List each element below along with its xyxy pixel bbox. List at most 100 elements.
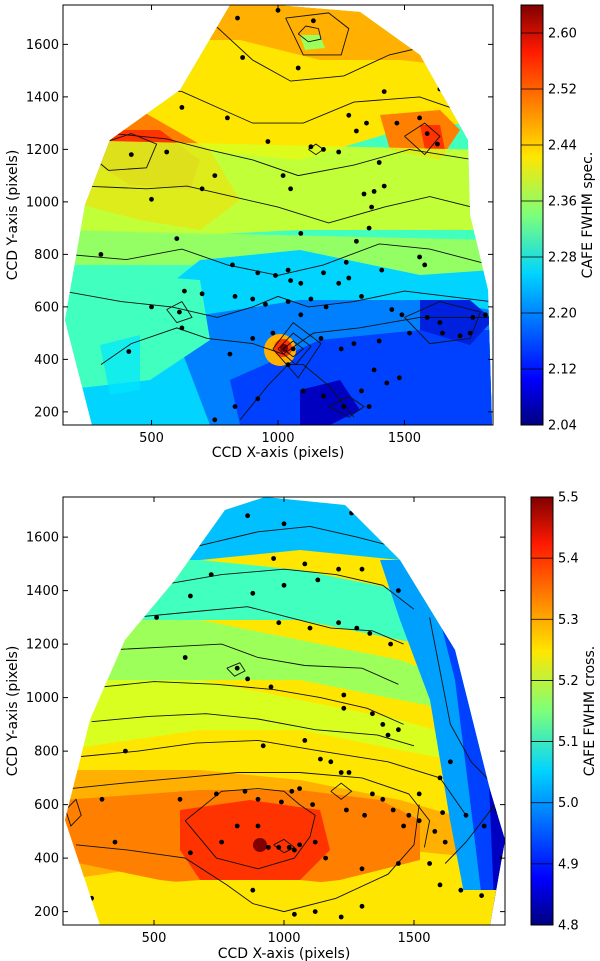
bottom-data-point xyxy=(276,620,282,626)
bottom-data-point xyxy=(281,521,287,527)
bottom-data-point xyxy=(307,625,313,631)
bottom-data-point xyxy=(338,914,344,920)
bottom-data-point xyxy=(302,561,308,567)
bottom-contour-line xyxy=(91,713,415,747)
top-data-point xyxy=(371,189,377,194)
top-data-point xyxy=(250,336,256,341)
top-data-point xyxy=(255,396,261,402)
top-data-point xyxy=(232,404,238,409)
bottom-y-tick-label: 400 xyxy=(34,852,59,867)
top-y-tick-label: 400 xyxy=(34,353,59,368)
bottom-data-point xyxy=(255,796,261,802)
top-data-point xyxy=(338,346,344,352)
top-data-point xyxy=(371,367,377,373)
top-data-point xyxy=(273,273,278,278)
bottom-data-point xyxy=(302,738,308,743)
bottom-data-point xyxy=(255,823,261,829)
bottom-data-point xyxy=(396,588,401,593)
bottom-data-point xyxy=(182,655,188,660)
top-data-point xyxy=(184,5,190,10)
bottom-data-point xyxy=(338,770,344,775)
top-data-point xyxy=(321,270,326,276)
top-y-tick-label: 1400 xyxy=(26,90,59,105)
bottom-colorbar-tick-label: 4.9 xyxy=(558,857,579,872)
bottom-data-point xyxy=(260,743,266,749)
bottom-data-point xyxy=(292,911,297,917)
bottom-data-point xyxy=(188,593,193,599)
bottom-data-point xyxy=(312,909,318,914)
top-data-point xyxy=(359,294,364,299)
top-colorbar-tick-label: 2.20 xyxy=(548,307,577,322)
top-data-point xyxy=(295,65,301,71)
top-data-point xyxy=(437,86,443,92)
top-data-point xyxy=(437,320,443,325)
top-data-point xyxy=(381,89,387,94)
top-data-point xyxy=(179,105,185,110)
top-data-point xyxy=(212,417,218,423)
top-y-tick-label: 600 xyxy=(34,300,59,315)
top-data-point xyxy=(343,259,349,265)
top-y-tick-label: 200 xyxy=(34,405,59,420)
top-contour-plot: 500 1000 15002004006008001000120014001600 … xyxy=(5,4,596,461)
top-data-point xyxy=(397,375,402,381)
top-data-point xyxy=(227,351,233,357)
top-colorbar-tick-label: 2.52 xyxy=(548,83,577,98)
top-data-point xyxy=(435,141,440,147)
top-data-point xyxy=(149,304,154,310)
bottom-contour-line xyxy=(226,662,246,677)
top-y-tick-label: 1200 xyxy=(26,143,59,158)
bottom-data-point xyxy=(99,796,105,802)
top-x-tick-label: 1000 xyxy=(261,431,294,446)
bottom-data-point xyxy=(286,845,292,850)
bottom-y-tick-label: 200 xyxy=(34,905,59,920)
bottom-data-point xyxy=(289,788,295,794)
bottom-y-tick-label: 1000 xyxy=(26,691,59,706)
bottom-data-point xyxy=(370,711,375,717)
bottom-data-point xyxy=(346,770,352,775)
top-colorbar-tick-label: 2.60 xyxy=(548,27,577,42)
top-colorbar xyxy=(521,5,543,425)
top-data-point xyxy=(424,131,430,137)
top-data-point xyxy=(280,173,286,179)
bottom-data-point xyxy=(154,615,160,620)
bottom-y-tick-label: 800 xyxy=(34,745,59,760)
top-data-point xyxy=(440,330,445,336)
bottom-axes: 500 1000 1500 200 400 600 800 1000 1200 1400 1600 xyxy=(26,497,505,946)
bottom-colorbar-tick-label: 4.8 xyxy=(558,919,579,934)
bottom-data-point xyxy=(500,898,505,904)
bottom-data-point xyxy=(279,799,284,805)
top-data-point xyxy=(351,5,357,10)
top-data-point xyxy=(128,152,134,158)
top-data-point xyxy=(376,160,382,165)
bottom-data-point xyxy=(385,732,391,738)
bottom-data-point xyxy=(362,812,367,818)
top-data-point xyxy=(470,315,476,320)
top-data-point xyxy=(212,173,218,179)
bottom-data-point xyxy=(276,845,282,850)
bottom-data-point xyxy=(481,823,487,829)
top-colorbar-tick-label: 2.28 xyxy=(548,251,577,266)
bottom-contour-line xyxy=(75,804,420,913)
bottom-x-tick-label: 1000 xyxy=(267,931,300,946)
bottom-data-point xyxy=(458,887,464,893)
top-data-point xyxy=(376,338,382,344)
bottom-y-tick-label: 1200 xyxy=(26,638,59,653)
bottom-data-point xyxy=(427,861,432,866)
bottom-data-point xyxy=(245,513,251,519)
bottom-data-point xyxy=(359,866,365,872)
bottom-data-point xyxy=(323,855,328,861)
top-data-point xyxy=(270,330,276,336)
top-data-point xyxy=(379,267,385,273)
top-data-point xyxy=(384,380,390,386)
bottom-data-points xyxy=(65,510,505,920)
top-data-point xyxy=(199,291,205,297)
top-contour-line xyxy=(272,321,322,379)
bottom-data-point xyxy=(416,818,422,824)
top-data-point xyxy=(417,115,422,121)
bottom-data-point xyxy=(349,510,354,516)
top-data-point xyxy=(394,120,400,126)
bottom-data-point xyxy=(494,807,500,813)
top-data-point xyxy=(288,186,293,192)
top-data-point xyxy=(93,123,99,129)
